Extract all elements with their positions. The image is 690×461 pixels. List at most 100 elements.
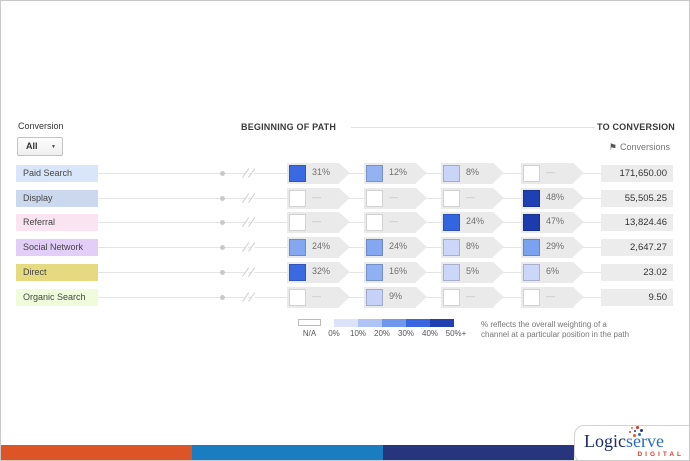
conversions-value: 9.50 [601, 289, 673, 306]
weight-value: — [312, 216, 321, 226]
weight-value: — [466, 192, 475, 202]
legend-tick: 50%+ [445, 329, 467, 338]
legend-na-swatch [298, 319, 321, 326]
to-conversion-header: TO CONVERSION [597, 122, 675, 132]
legend-segment [358, 319, 382, 327]
weight-value: — [389, 192, 398, 202]
weight-swatch [366, 214, 383, 231]
weight-value: 9% [389, 291, 403, 301]
logo-dots-icon [633, 434, 636, 437]
chevron-down-icon: ▼ [51, 144, 56, 150]
weight-swatch [289, 165, 306, 182]
path-position-cell: — [287, 287, 350, 308]
path-start-dot [220, 295, 225, 300]
conversions-value: 23.02 [601, 264, 673, 281]
weight-swatch [366, 239, 383, 256]
legend-tick: 30% [397, 329, 415, 338]
weight-value: 16% [389, 266, 408, 276]
weight-swatch [443, 165, 460, 182]
path-position-cell: 47% [521, 212, 584, 233]
weight-swatch [289, 289, 306, 306]
path-position-cell: 29% [521, 237, 584, 258]
weight-swatch [523, 190, 540, 207]
channel-name: Display [23, 193, 53, 203]
path-position-cell: — [441, 188, 504, 209]
path-position-cell: 5% [441, 262, 504, 283]
channel-name: Paid Search [23, 168, 73, 178]
weight-swatch [443, 190, 460, 207]
path-position-cell: 8% [441, 237, 504, 258]
legend-na-label: N/A [302, 329, 317, 338]
legend-segment [406, 319, 430, 327]
conversions-header-label: Conversions [619, 142, 670, 152]
path-position-cell: 31% [287, 163, 350, 184]
weight-value: — [312, 291, 321, 301]
channel-name: Organic Search [23, 292, 86, 302]
path-break-icon [242, 192, 257, 205]
weight-value: 24% [466, 216, 485, 226]
weight-value: 8% [466, 241, 480, 251]
channel-name: Referral [23, 217, 56, 227]
flag-icon: ⚑ [608, 142, 617, 152]
channel-label: Paid Search [16, 165, 98, 182]
logo-dots-icon [636, 426, 639, 429]
channel-row: Social Network 24% 24% 8% 29% 2,647.27 [1, 237, 689, 258]
path-position-cell: — [521, 163, 584, 184]
path-break-icon [242, 291, 257, 304]
path-position-cell: — [441, 287, 504, 308]
channel-row: Organic Search — 9% — — 9.50 [1, 287, 689, 308]
weight-value: 6% [546, 266, 560, 276]
weight-value: 47% [546, 216, 565, 226]
path-position-cell: — [364, 188, 427, 209]
legend-note-line2: channel at a particular position in the … [481, 330, 630, 339]
path-position-cell: 32% [287, 262, 350, 283]
weight-value: 24% [312, 241, 331, 251]
path-break-icon [242, 216, 257, 229]
channel-label: Social Network [16, 239, 98, 256]
weight-value: — [546, 291, 555, 301]
path-position-cell: 12% [364, 163, 427, 184]
path-start-dot [220, 245, 225, 250]
legend-note-line1: % reflects the overall weighting of a [481, 320, 607, 329]
weight-swatch [366, 289, 383, 306]
logo-wordmark: Logicserve [584, 432, 664, 450]
weight-legend: N/A 0% 10% 20% 30% 40% 50%+ % reflects t… [1, 319, 689, 345]
path-start-dot [220, 270, 225, 275]
logo-dots-icon [634, 430, 636, 432]
path-position-cell: — [521, 287, 584, 308]
path-position-cell: 9% [364, 287, 427, 308]
legend-tick: 0% [328, 329, 340, 338]
logo-dots-icon [640, 429, 643, 432]
path-position-cell: — [287, 212, 350, 233]
weight-value: — [546, 167, 555, 177]
channel-label: Direct [16, 264, 98, 281]
weight-value: — [389, 216, 398, 226]
path-position-cell: 24% [364, 237, 427, 258]
weight-value: 8% [466, 167, 480, 177]
weight-value: 31% [312, 167, 331, 177]
weight-swatch [289, 264, 306, 281]
weight-value: 12% [389, 167, 408, 177]
footer-stripe-blue [192, 445, 383, 460]
logo-dots-icon [629, 431, 631, 433]
weight-swatch [443, 264, 460, 281]
weight-swatch [366, 165, 383, 182]
weight-value: 29% [546, 241, 565, 251]
weight-swatch [289, 239, 306, 256]
legend-segment [430, 319, 454, 327]
path-position-cell: — [287, 188, 350, 209]
weight-value: 5% [466, 266, 480, 276]
conversions-value: 55,505.25 [601, 190, 673, 207]
path-position-cell: 6% [521, 262, 584, 283]
logicserve-logo: Logicserve DIGITAL [574, 425, 689, 460]
legend-tick: 40% [421, 329, 439, 338]
logo-dots-icon [638, 433, 641, 436]
logo-dots-icon [631, 427, 633, 429]
beginning-of-path-header: BEGINNING OF PATH [241, 122, 337, 132]
weight-value: 32% [312, 266, 331, 276]
path-start-dot [220, 171, 225, 176]
conversion-filter-dropdown[interactable]: All ▼ [17, 137, 63, 156]
weight-swatch [289, 214, 306, 231]
conversions-value: 171,650.00 [601, 165, 673, 182]
conversions-value: 2,647.27 [601, 239, 673, 256]
